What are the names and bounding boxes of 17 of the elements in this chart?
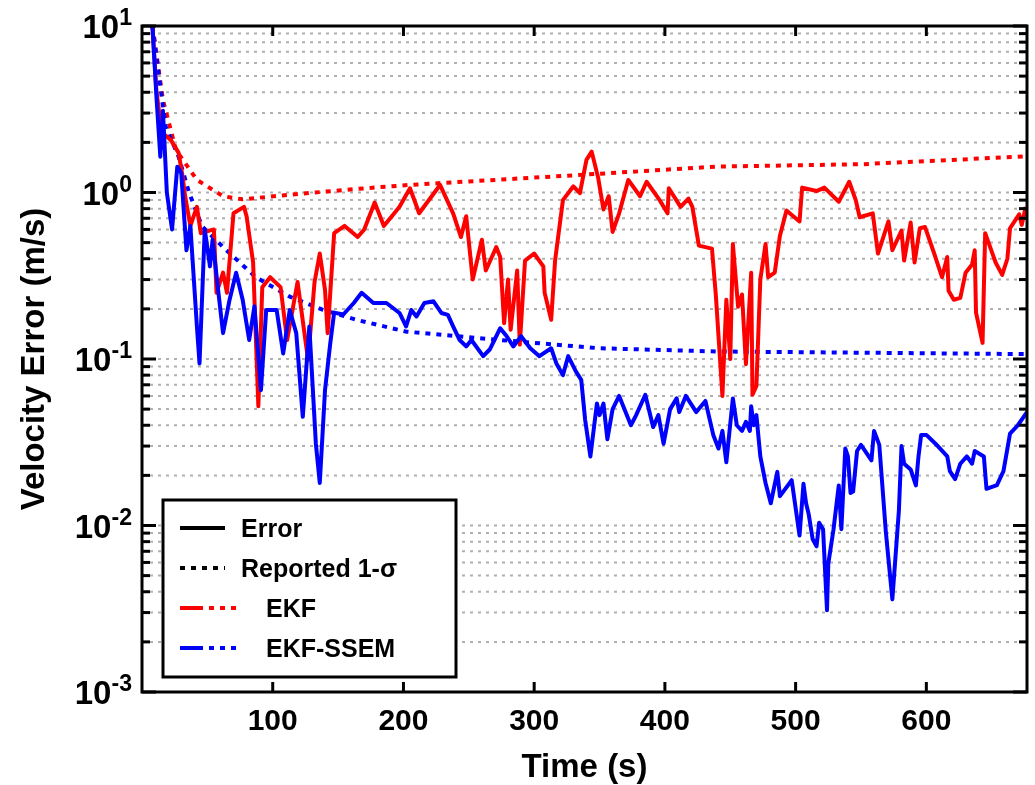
y-tick-label: 10$^{0}$: [82, 170, 132, 212]
legend-label: EKF: [266, 594, 316, 622]
x-tick-label: 300: [509, 703, 560, 736]
annotation: Reported 1-σ: [241, 554, 398, 582]
x-tick-label: 600: [901, 703, 952, 736]
x-tick-label: 100: [247, 703, 298, 736]
y-tick-label: 10$^{-3}$: [74, 670, 133, 711]
y-tick-label: 10$^{-1}$: [74, 337, 133, 378]
y-tick-label: 10$^{1}$: [82, 4, 133, 45]
y-axis-title: Velocity Error (m/s): [14, 207, 51, 511]
y-tick-label: 10$^{-2}$: [74, 503, 132, 545]
x-tick-label: 400: [639, 703, 690, 736]
legend-label: EKF-SSEM: [266, 634, 396, 662]
x-tick-label: 200: [378, 703, 429, 736]
annotation: Error: [241, 514, 303, 542]
x-tick-label: 500: [770, 703, 821, 736]
x-axis-title: Time (s): [521, 747, 648, 784]
